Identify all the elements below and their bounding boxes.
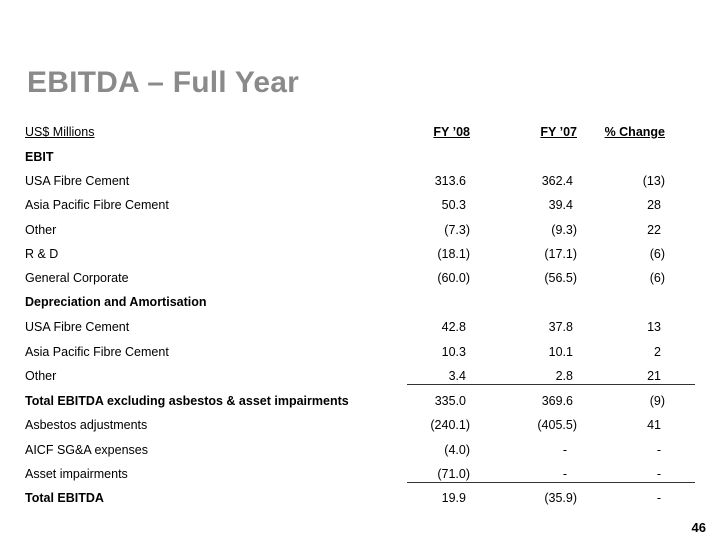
table-row: Other 3.4 2.8 21: [0, 366, 720, 386]
table-row: General Corporate (60.0) (56.5) (6): [0, 268, 720, 288]
slide-title: EBITDA – Full Year: [27, 66, 300, 99]
table-header: US$ Millions FY ’08 FY ’07 % Change: [0, 122, 720, 142]
cell-fy07: 2.8: [555, 369, 573, 383]
table-row: Other (7.3) (9.3) 22: [0, 220, 720, 240]
row-label: Asset impairments: [25, 467, 128, 481]
row-label: Total EBITDA: [25, 491, 104, 505]
cell-fy07: -: [562, 443, 567, 457]
cell-fy08: (4.0): [444, 443, 470, 457]
cell-fy08: 335.0: [434, 394, 466, 408]
row-label: AICF SG&A expenses: [25, 443, 148, 457]
cell-change: -: [656, 443, 661, 457]
cell-change: 13: [647, 320, 661, 334]
cell-fy07: 369.6: [541, 394, 573, 408]
cell-change: 21: [647, 369, 661, 383]
cell-fy08: (7.3): [444, 223, 470, 237]
table-row: Total EBITDA 19.9 (35.9) -: [0, 488, 720, 508]
cell-fy08: 19.9: [441, 491, 466, 505]
cell-fy08: (18.1): [437, 247, 470, 261]
table-row: AICF SG&A expenses (4.0) - -: [0, 440, 720, 460]
row-label: General Corporate: [25, 271, 129, 285]
table-row: Asbestos adjustments (240.1) (405.5) 41: [0, 415, 720, 435]
cell-fy07: 10.1: [548, 345, 573, 359]
cell-fy07: (17.1): [544, 247, 577, 261]
row-label: USA Fibre Cement: [25, 174, 130, 188]
cell-fy07: -: [562, 467, 567, 481]
row-label: Asia Pacific Fibre Cement: [25, 198, 169, 212]
row-label: Depreciation and Amortisation: [25, 295, 207, 309]
cell-fy08: 313.6: [434, 174, 466, 188]
row-label: Total EBITDA excluding asbestos & asset …: [25, 394, 349, 408]
table-row: EBIT: [0, 147, 720, 167]
row-label: USA Fibre Cement: [25, 320, 130, 334]
table-row: USA Fibre Cement 313.6 362.4 (13): [0, 171, 720, 191]
units-label: US$ Millions: [25, 125, 95, 139]
total-rule: [407, 482, 695, 483]
row-label: Asia Pacific Fibre Cement: [25, 345, 169, 359]
cell-change: 41: [647, 418, 661, 432]
row-label: R & D: [25, 247, 59, 261]
cell-fy08: (60.0): [437, 271, 470, 285]
table-row: USA Fibre Cement 42.8 37.8 13: [0, 317, 720, 337]
table-row: R & D (18.1) (17.1) (6): [0, 244, 720, 264]
cell-fy07: 39.4: [548, 198, 573, 212]
cell-fy08: (71.0): [437, 467, 470, 481]
cell-change: (9): [649, 394, 665, 408]
cell-fy07: (9.3): [551, 223, 577, 237]
cell-change: 28: [647, 198, 661, 212]
row-label: Asbestos adjustments: [25, 418, 148, 432]
cell-fy07: (405.5): [537, 418, 577, 432]
table-row: Total EBITDA excluding asbestos & asset …: [0, 391, 720, 411]
cell-change: (6): [649, 247, 665, 261]
cell-fy07: 362.4: [541, 174, 573, 188]
cell-fy07: (35.9): [544, 491, 577, 505]
cell-change: -: [656, 491, 661, 505]
table-row: Asset impairments (71.0) - -: [0, 464, 720, 484]
cell-change: (13): [642, 174, 665, 188]
table-row: Depreciation and Amortisation: [0, 292, 720, 312]
cell-change: 22: [647, 223, 661, 237]
subtotal-rule: [407, 384, 695, 385]
row-label: EBIT: [25, 150, 54, 164]
cell-fy08: 3.4: [448, 369, 466, 383]
col-fy08-header: FY ’08: [433, 125, 470, 139]
row-label: Other: [25, 223, 57, 237]
row-label: Other: [25, 369, 57, 383]
cell-fy07: (56.5): [544, 271, 577, 285]
cell-change: -: [656, 467, 661, 481]
cell-change: (6): [649, 271, 665, 285]
table-row: Asia Pacific Fibre Cement 50.3 39.4 28: [0, 195, 720, 215]
cell-fy08: (240.1): [430, 418, 470, 432]
cell-fy07: 37.8: [548, 320, 573, 334]
table-row: Asia Pacific Fibre Cement 10.3 10.1 2: [0, 342, 720, 362]
col-fy07-header: FY ’07: [540, 125, 577, 139]
cell-change: 2: [654, 345, 661, 359]
cell-fy08: 10.3: [441, 345, 466, 359]
cell-fy08: 50.3: [441, 198, 466, 212]
page-number: 46: [691, 520, 706, 535]
col-change-header: % Change: [604, 125, 665, 139]
cell-fy08: 42.8: [441, 320, 466, 334]
